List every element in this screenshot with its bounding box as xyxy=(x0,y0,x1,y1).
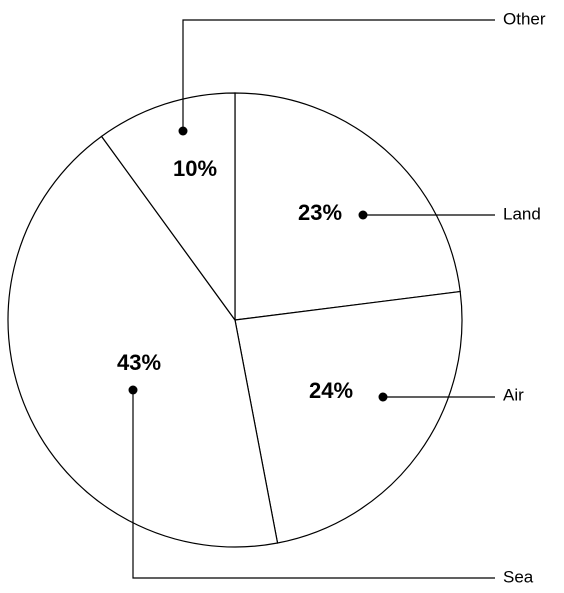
data-label: 43% xyxy=(117,350,161,375)
data-label: 10% xyxy=(173,156,217,181)
category-label: Air xyxy=(503,385,524,404)
leader-dot xyxy=(128,385,138,395)
pie-slice xyxy=(7,135,279,548)
leader-line xyxy=(132,390,495,579)
leader-dot xyxy=(378,392,388,402)
pie-slice xyxy=(100,92,236,322)
pie-slice xyxy=(234,290,463,544)
leader-dot xyxy=(178,126,188,136)
leader-line xyxy=(182,19,495,131)
pie-slice xyxy=(234,92,461,321)
leader-dot xyxy=(358,210,368,220)
data-label: 24% xyxy=(309,378,353,403)
category-label: Other xyxy=(503,9,546,28)
data-label: 23% xyxy=(298,200,342,225)
category-label: Sea xyxy=(503,567,534,586)
category-label: Land xyxy=(503,204,541,223)
